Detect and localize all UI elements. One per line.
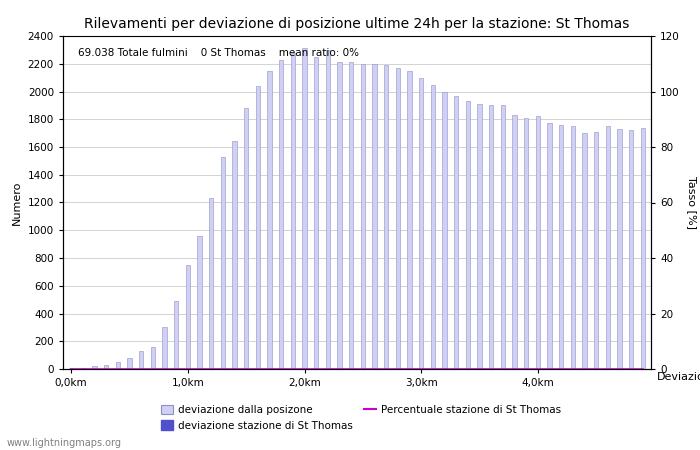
Text: Deviazioni: Deviazioni [657, 372, 700, 382]
Bar [500, 105, 505, 369]
Bar [419, 77, 424, 369]
Bar [326, 50, 330, 369]
Bar [80, 368, 85, 369]
Bar [104, 365, 108, 369]
Bar [384, 65, 388, 369]
Text: 69.038 Totale fulmini    0 St Thomas    mean ratio: 0%: 69.038 Totale fulmini 0 St Thomas mean r… [78, 48, 358, 58]
Bar [232, 141, 237, 369]
Bar [360, 64, 365, 369]
Bar [547, 123, 552, 369]
Bar [337, 63, 342, 369]
Text: www.lightningmaps.org: www.lightningmaps.org [7, 438, 122, 448]
Bar [244, 108, 248, 369]
Bar [220, 157, 225, 369]
Bar [209, 198, 214, 369]
Bar [314, 57, 318, 369]
Bar [92, 366, 97, 369]
Bar [454, 96, 458, 369]
Bar [466, 101, 470, 369]
Bar [139, 351, 144, 369]
Bar [524, 118, 528, 369]
Bar [570, 126, 575, 369]
Bar [279, 59, 284, 369]
Bar [395, 68, 400, 369]
Bar [477, 104, 482, 369]
Bar [69, 368, 73, 369]
Bar [407, 71, 412, 369]
Bar [512, 115, 517, 369]
Bar [116, 362, 120, 369]
Bar [559, 125, 564, 369]
Bar [442, 91, 447, 369]
Y-axis label: Tasso [%]: Tasso [%] [687, 176, 696, 229]
Bar [162, 327, 167, 369]
Bar [127, 358, 132, 369]
Bar [629, 130, 634, 369]
Title: Rilevamenti per deviazione di posizione ultime 24h per la stazione: St Thomas: Rilevamenti per deviazione di posizione … [84, 17, 630, 31]
Bar [256, 86, 260, 369]
Bar [582, 133, 587, 369]
Bar [349, 63, 354, 369]
Bar [174, 301, 179, 369]
Bar [290, 53, 295, 369]
Bar [302, 49, 307, 369]
Bar [606, 126, 610, 369]
Legend: deviazione dalla posizone, deviazione stazione di St Thomas, Percentuale stazion: deviazione dalla posizone, deviazione st… [156, 401, 566, 435]
Bar [617, 129, 622, 369]
Bar [150, 347, 155, 369]
Bar [186, 265, 190, 369]
Y-axis label: Numero: Numero [12, 180, 22, 225]
Bar [372, 64, 377, 369]
Bar [536, 117, 540, 369]
Bar [489, 105, 493, 369]
Bar [640, 127, 645, 369]
Bar [267, 71, 272, 369]
Bar [197, 236, 202, 369]
Bar [430, 85, 435, 369]
Bar [594, 132, 598, 369]
